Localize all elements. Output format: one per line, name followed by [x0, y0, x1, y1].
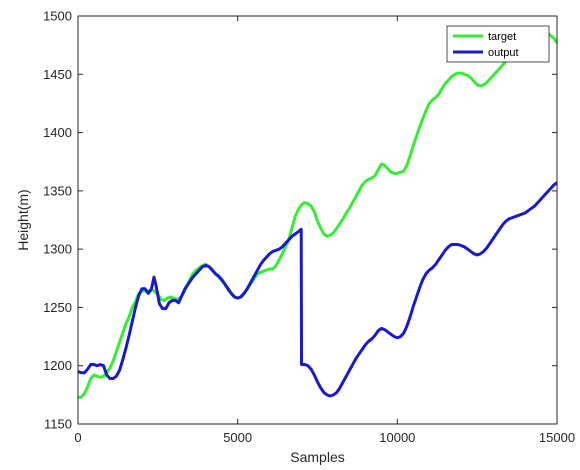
legend-label: output	[488, 47, 519, 59]
x-axis-label: Samples	[290, 449, 344, 465]
series-layer	[78, 30, 557, 399]
y-tick-label: 1350	[43, 183, 72, 198]
series-line-output	[78, 181, 557, 398]
legend-box	[446, 25, 550, 63]
y-tick-label: 1400	[43, 125, 72, 140]
x-tick-label: 0	[74, 430, 81, 445]
ticks-layer: 0 5000 10000 15000 1150 1200 1250 1300 1350 1400 1…	[43, 9, 575, 446]
legend-label: target	[488, 31, 516, 43]
y-axis-label: Height(m)	[15, 189, 31, 250]
x-tick-label: 5000	[223, 430, 252, 445]
x-tick-label: 10000	[379, 430, 415, 445]
x-tick-label: 15000	[539, 430, 575, 445]
legend: target output	[446, 25, 550, 63]
y-tick-label: 1200	[43, 358, 72, 373]
y-tick-label: 1150	[44, 417, 72, 432]
y-tick-label: 1300	[43, 242, 72, 257]
y-tick-label: 1450	[43, 67, 72, 82]
y-tick-label: 1500	[43, 9, 72, 24]
axes-box	[77, 15, 558, 425]
y-tick-label: 1250	[43, 300, 72, 315]
